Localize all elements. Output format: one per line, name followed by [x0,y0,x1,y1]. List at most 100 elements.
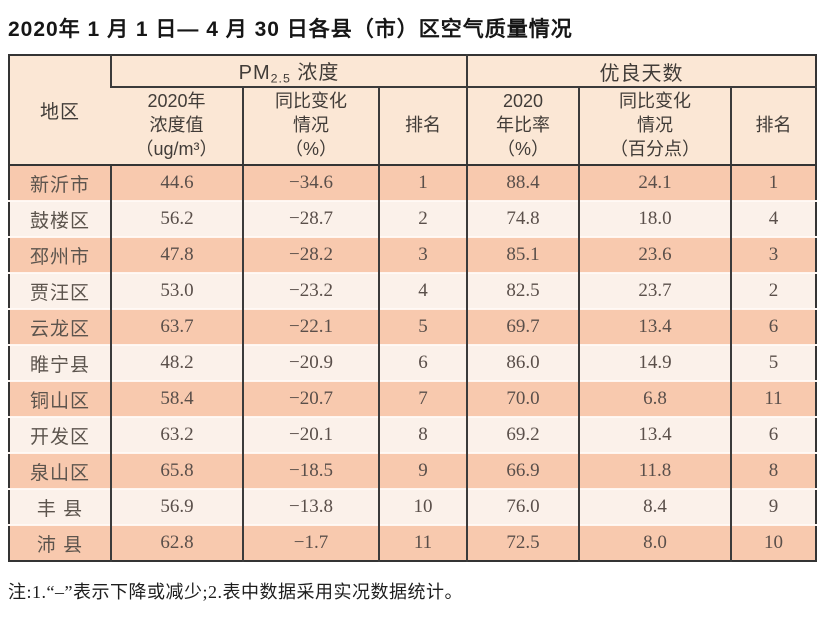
ratio-cell: 74.8 [466,200,580,237]
header-good-ratio: 2020 年比率 （%） [466,87,580,166]
region-cell: 开发区 [9,416,111,453]
pm-rank-cell: 6 [377,344,468,381]
ratio-change-cell: 13.4 [578,416,732,453]
ratio-cell: 85.1 [466,236,580,273]
header-good-days-group: 优良天数 [466,55,817,88]
rank-cell: 2 [730,272,817,309]
pm-change-cell: −28.7 [242,200,379,237]
ratio-change-cell: 23.6 [578,236,732,273]
pm-change-cell: −22.1 [242,308,379,345]
pm-rank-cell: 1 [377,164,468,201]
pm-change-cell: −1.7 [242,524,379,561]
region-cell: 邳州市 [9,236,111,273]
table-body: 新沂市 44.6 −34.6 1 88.4 24.1 1 鼓楼区 56.2 −28.7 2 74.8 1… [9,164,817,561]
header-good-rank: 排名 [730,87,817,166]
region-cell: 鼓楼区 [9,200,111,237]
ratio-cell: 72.5 [466,524,580,561]
region-cell: 云龙区 [9,308,111,345]
header-good-change: 同比变化 情况 （百分点） [578,87,732,166]
pm-value-cell: 56.9 [110,488,243,525]
region-cell: 泉山区 [9,452,111,489]
table-row: 贾汪区 53.0 −23.2 4 82.5 23.7 2 [9,272,817,309]
rank-cell: 6 [730,416,817,453]
ratio-cell: 69.7 [466,308,580,345]
pm-rank-cell: 4 [377,272,468,309]
ratio-cell: 69.2 [466,416,580,453]
footnote: 注:1.“–”表示下降或减少;2.表中数据采用实况数据统计。 [8,582,463,602]
rank-cell: 5 [730,344,817,381]
ratio-change-cell: 11.8 [578,452,732,489]
sub-header-row: 2020年 浓度值 （ug/m³） 同比变化 情况 （%） 排名 2020 年比… [9,87,817,166]
pm-change-cell: −28.2 [242,236,379,273]
pm-value-cell: 65.8 [110,452,243,489]
pm-value-cell: 63.2 [110,416,243,453]
pm-rank-cell: 7 [377,380,468,417]
pm-value-cell: 63.7 [110,308,243,345]
pm-rank-cell: 9 [377,452,468,489]
region-cell: 新沂市 [9,164,111,201]
ratio-cell: 76.0 [466,488,580,525]
ratio-cell: 88.4 [466,164,580,201]
air-quality-table: 地区 PM2.5 浓度 优良天数 2020年 浓度值 （ug/m³） 同比变化 … [8,54,818,562]
pm-label-suffix: 浓度 [290,62,340,85]
ratio-cell: 82.5 [466,272,580,309]
group-header-row: 地区 PM2.5 浓度 优良天数 [9,55,817,166]
header-pm-group: PM2.5 浓度 [109,55,468,88]
pm-change-cell: −34.6 [242,164,379,201]
table-row: 邳州市 47.8 −28.2 3 85.1 23.6 3 [9,236,817,273]
rank-cell: 10 [730,524,817,561]
header-pm-rank: 排名 [377,87,468,166]
region-cell: 铜山区 [9,380,111,417]
table-row: 睢宁县 48.2 −20.9 6 86.0 14.9 5 [9,344,817,381]
pm-rank-cell: 8 [377,416,468,453]
pm-value-cell: 47.8 [110,236,243,273]
ratio-change-cell: 13.4 [578,308,732,345]
table-row: 丰 县 56.9 −13.8 10 76.0 8.4 9 [9,488,817,525]
ratio-cell: 70.0 [466,380,580,417]
pm-label-subscript: 2.5 [270,71,291,86]
ratio-cell: 86.0 [466,344,580,381]
region-cell: 丰 县 [9,488,111,525]
page-title: 2020年 1 月 1 日— 4 月 30 日各县（市）区空气质量情况 [8,18,573,41]
pm-value-cell: 58.4 [110,380,243,417]
header-pm-value: 2020年 浓度值 （ug/m³） [111,87,243,166]
ratio-cell: 66.9 [466,452,580,489]
pm-change-cell: −13.8 [242,488,379,525]
pm-value-cell: 48.2 [110,344,243,381]
rank-cell: 3 [730,236,817,273]
table-row: 沛 县 62.8 −1.7 11 72.5 8.0 10 [9,524,817,561]
ratio-change-cell: 6.8 [578,380,732,417]
table-row: 开发区 63.2 −20.1 8 69.2 13.4 6 [9,416,817,453]
pm-rank-cell: 5 [377,308,468,345]
pm-rank-cell: 3 [377,236,468,273]
ratio-change-cell: 18.0 [578,200,732,237]
table-row: 铜山区 58.4 −20.7 7 70.0 6.8 11 [9,380,817,417]
pm-label-prefix: PM [238,62,271,85]
table-row: 泉山区 65.8 −18.5 9 66.9 11.8 8 [9,452,817,489]
rank-cell: 11 [730,380,817,417]
rank-cell: 6 [730,308,817,345]
region-cell: 贾汪区 [9,272,111,309]
pm-change-cell: −23.2 [242,272,379,309]
table-row: 鼓楼区 56.2 −28.7 2 74.8 18.0 4 [9,200,817,237]
table-header: 地区 PM2.5 浓度 优良天数 2020年 浓度值 （ug/m³） 同比变化 … [9,55,817,166]
rank-cell: 4 [730,200,817,237]
pm-value-cell: 56.2 [110,200,243,237]
pm-value-cell: 53.0 [110,272,243,309]
table-row: 云龙区 63.7 −22.1 5 69.7 13.4 6 [9,308,817,345]
pm-rank-cell: 2 [377,200,468,237]
region-cell: 睢宁县 [9,344,111,381]
table-row: 新沂市 44.6 −34.6 1 88.4 24.1 1 [9,164,817,201]
pm-change-cell: −20.1 [242,416,379,453]
rank-cell: 8 [730,452,817,489]
pm-rank-cell: 10 [377,488,468,525]
ratio-change-cell: 14.9 [578,344,732,381]
header-pm-change: 同比变化 情况 （%） [242,87,379,166]
pm-change-cell: −18.5 [242,452,379,489]
pm-change-cell: −20.7 [242,380,379,417]
ratio-change-cell: 8.4 [578,488,732,525]
region-cell: 沛 县 [9,524,111,561]
ratio-change-cell: 23.7 [578,272,732,309]
pm-value-cell: 44.6 [110,164,243,201]
